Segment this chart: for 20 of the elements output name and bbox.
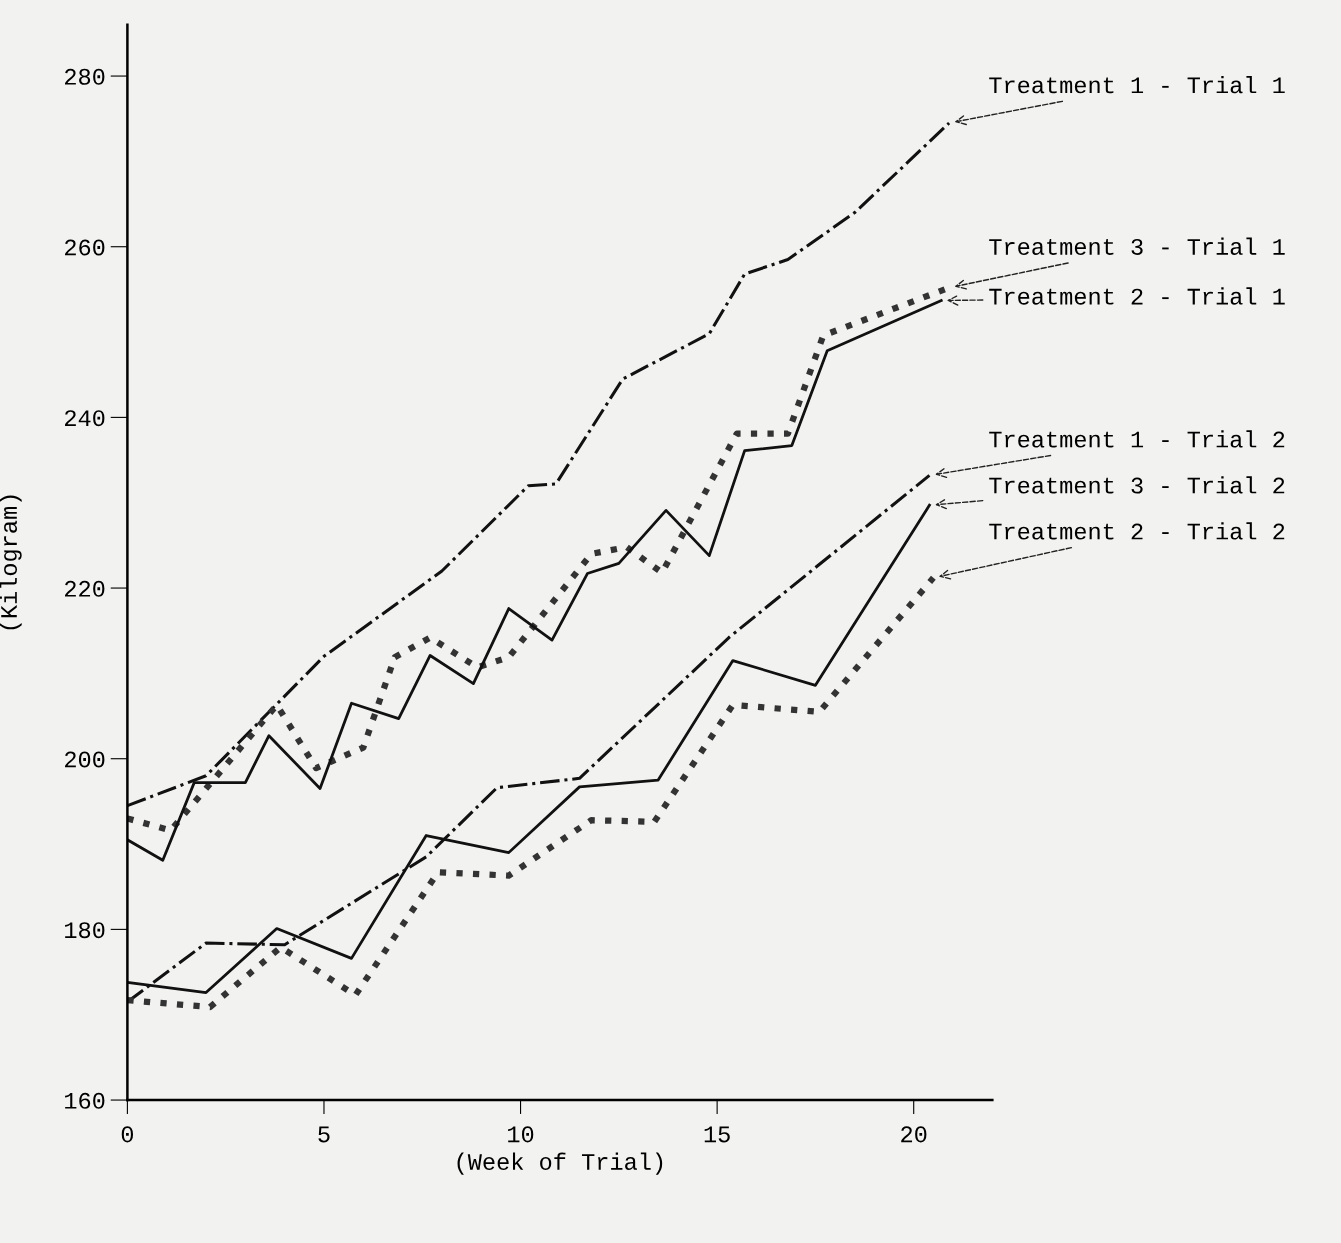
x-tick-label: 20 [901,1126,927,1143]
x-tick-label: 0 [121,1126,134,1143]
text: Treatment 3 - Trial 1 [989,237,1285,255]
y-axis-title: (Kilogram) [0,495,22,630]
text: Treatment 1 - Trial 1 [989,76,1285,94]
text: Treatment 2 - Trial 2 [989,522,1285,540]
y-tick-label: 160 [65,1092,105,1109]
x-tick-label: 10 [508,1126,534,1143]
x-tick-label: 15 [704,1126,730,1143]
text: Treatment 1 - Trial 2 [989,430,1285,448]
y-tick-label: 240 [65,410,105,427]
y-tick-label: 220 [65,580,105,597]
y-tick-label: 260 [65,239,105,256]
x-axis-title: (Week of Trial) [457,1152,663,1175]
y-tick-label: 280 [65,68,105,85]
text: Treatment 2 - Trial 1 [989,287,1285,305]
y-tick-label: 180 [65,922,105,939]
y-tick-label: 200 [65,751,105,768]
x-tick-label: 5 [318,1126,330,1143]
text: Treatment 3 - Trial 2 [989,476,1285,494]
